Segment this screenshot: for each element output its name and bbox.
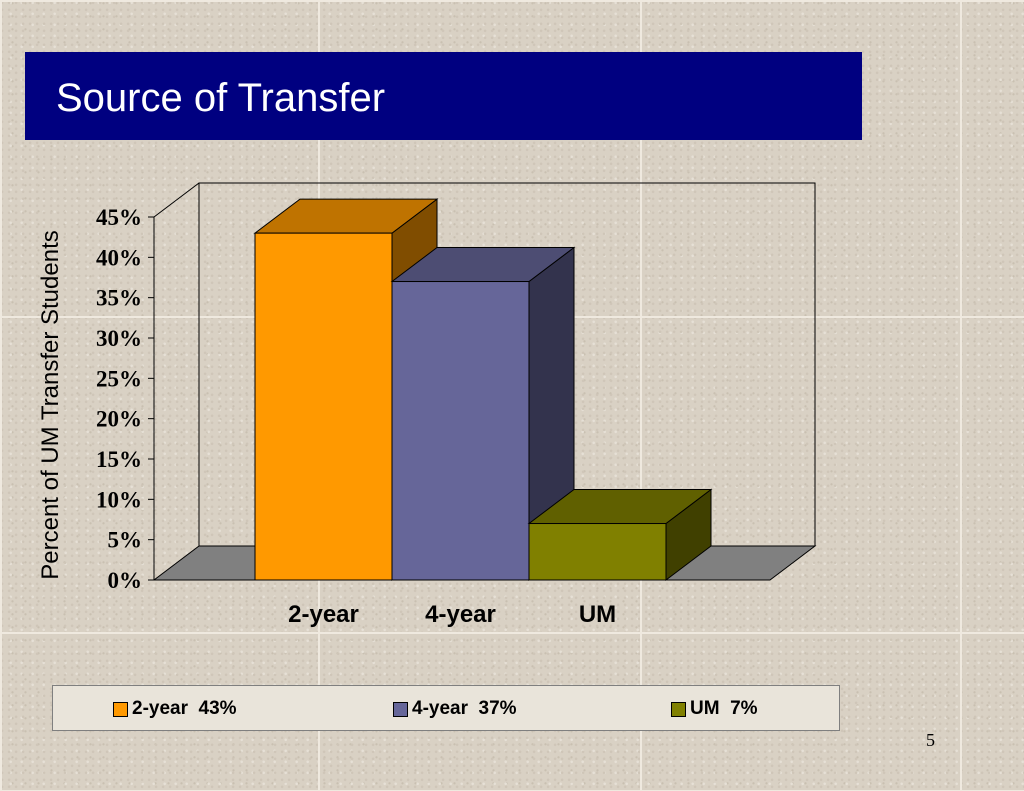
legend-swatch-2-year (113, 701, 128, 717)
slide-number: 5 (926, 730, 935, 750)
y-axis-label: Percent of UM Transfer Students (37, 230, 64, 580)
bars (253, 198, 713, 582)
y-tick-label: 45% (96, 205, 142, 230)
slide-title: Source of Transfer (56, 76, 386, 120)
y-tick-label: 30% (96, 326, 142, 351)
legend-label-um: UM 7% (690, 698, 758, 719)
y-axis: 0% 5% 10% 15% 20% 25% 30% 35% 40% 45% (96, 205, 155, 593)
y-tick-label: 25% (96, 366, 142, 391)
bar-um (527, 488, 713, 582)
x-tick-label-um: UM (579, 601, 616, 628)
legend-item-2-year: 2-year 43% (113, 698, 237, 720)
bar-front-um (528, 523, 667, 581)
x-axis-labels: 2-year 4-year UM (288, 601, 616, 628)
legend-swatch-4-year (393, 701, 408, 717)
legend-item-4-year: 4-year 37% (393, 698, 517, 720)
y-tick-label: 5% (108, 528, 143, 553)
side-wall-edge (153, 182, 200, 218)
legend: 2-year 43% 4-year 37% UM 7% (52, 685, 840, 731)
legend-swatch-um (671, 701, 686, 717)
y-tick-label: 35% (96, 286, 142, 311)
y-tick-label: 15% (96, 447, 142, 472)
x-tick-label-2-year: 2-year (288, 601, 359, 628)
x-tick-label-4-year: 4-year (425, 601, 496, 628)
y-tick-label: 0% (108, 568, 143, 593)
bar-front-4-year (391, 281, 530, 581)
bar-front-2-year (254, 232, 393, 581)
y-tick-label: 20% (96, 407, 142, 432)
title-bar: Source of Transfer (25, 52, 862, 140)
legend-item-um: UM 7% (671, 698, 758, 720)
bar-4-year (390, 246, 576, 582)
y-tick-label: 40% (96, 245, 142, 270)
legend-label-4-year: 4-year 37% (412, 698, 517, 719)
legend-label-2-year: 2-year 43% (132, 698, 237, 719)
y-tick-label: 10% (96, 487, 142, 512)
